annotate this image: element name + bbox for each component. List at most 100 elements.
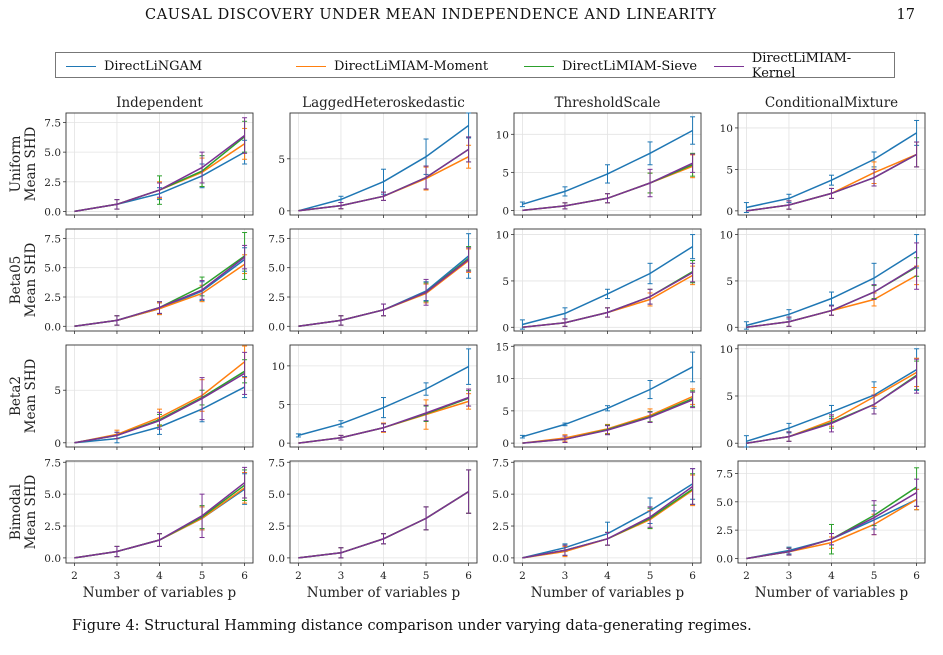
y-tick-label: 7.5 bbox=[44, 117, 61, 129]
y-tick-label: 2.5 bbox=[716, 525, 733, 537]
y-tick-label: 2.5 bbox=[44, 177, 61, 189]
y-tick-label: 10 bbox=[272, 361, 285, 373]
y-tick-label: 0 bbox=[726, 438, 733, 450]
series-line-directlimiam-kernel bbox=[746, 492, 917, 560]
y-axis-label: Mean SHD bbox=[23, 474, 39, 549]
x-tick-label: 2 bbox=[71, 570, 78, 582]
y-tick-label: 5 bbox=[278, 400, 285, 412]
panel-bimodal-independent: 0.0 2.5 5.0 7.5 2 3 4 5 6 bbox=[44, 457, 254, 582]
row-label: Bimodal Mean SHD bbox=[8, 474, 39, 549]
x-tick-label: 3 bbox=[338, 570, 345, 582]
panel-bimodal-conditionalmixture: 0.0 2.5 5.0 7.5 2 3 4 5 6 bbox=[716, 460, 926, 582]
series-line-directlingam bbox=[522, 366, 693, 438]
series-line-directlingam bbox=[522, 129, 693, 206]
row-label: Beta2 Mean SHD bbox=[8, 358, 39, 433]
series-line-directlimiam-kernel bbox=[746, 375, 918, 444]
figure-caption: Figure 4: Structural Hamming distance co… bbox=[72, 618, 752, 634]
running-title: CAUSAL DISCOVERY UNDER MEAN INDEPENDENCE… bbox=[145, 7, 717, 23]
y-tick-label: 5 bbox=[278, 154, 285, 166]
legend-swatch bbox=[714, 65, 744, 67]
row-label: Uniform Mean SHD bbox=[8, 126, 39, 201]
x-tick-label: 5 bbox=[423, 570, 430, 582]
series-line-directlimiam-kernel bbox=[522, 271, 693, 329]
x-tick-label: 4 bbox=[156, 570, 163, 582]
legend-swatch bbox=[524, 65, 554, 67]
row-name: Uniform bbox=[8, 135, 24, 192]
series-line-directlimiam-kernel bbox=[298, 148, 470, 212]
y-tick-label: 7.5 bbox=[268, 233, 285, 245]
y-tick-label: 7.5 bbox=[44, 233, 61, 245]
panel-uniform-thresholdscale: 0 5 10 bbox=[496, 112, 702, 218]
series-line-directlimiam-kernel bbox=[746, 153, 917, 212]
series-line-directlingam bbox=[746, 368, 917, 443]
x-tick-label: 3 bbox=[562, 570, 569, 582]
x-tick-label: 2 bbox=[519, 570, 526, 582]
panel-beta2-independent: 05 bbox=[54, 344, 254, 450]
y-tick-label: 5.0 bbox=[44, 147, 61, 159]
series-line-directlingam bbox=[746, 250, 917, 327]
panel-bimodal-thresholdscale: 0.0 2.5 5.0 7.5 2 3 4 5 6 bbox=[492, 457, 702, 582]
x-tick-label: 4 bbox=[828, 570, 835, 582]
panel-bimodal-laggedheteroskedastic: 0.0 2.5 5.0 7.5 2 3 4 5 6 bbox=[268, 457, 478, 582]
series-line-directlimiam-kernel bbox=[298, 490, 469, 559]
x-tick-label: 2 bbox=[295, 570, 302, 582]
legend-item-kernel: DirectLiMIAM-Kernel bbox=[714, 51, 894, 81]
series-line-directlimiam-kernel bbox=[746, 265, 917, 329]
chart-legend: DirectLiNGAM DirectLiMIAM-Moment DirectL… bbox=[55, 51, 895, 81]
y-tick-label: 0.0 bbox=[44, 321, 61, 333]
legend-item-sieve: DirectLiMIAM-Sieve bbox=[524, 57, 697, 75]
series-line-directlimiam-kernel bbox=[298, 258, 470, 328]
series-line-directlimiam-kernel bbox=[522, 162, 693, 212]
y-tick-label: 5 bbox=[502, 276, 509, 288]
y-tick-label: 5.0 bbox=[44, 489, 61, 501]
legend-label: DirectLiMIAM-Sieve bbox=[562, 58, 698, 74]
legend-label: DirectLiMIAM-Moment bbox=[334, 58, 489, 74]
y-tick-label: 2.5 bbox=[44, 292, 61, 304]
panel-uniform-independent: 0.0 2.5 5.0 7.5 bbox=[44, 112, 254, 218]
x-axis-label: Number of variables p bbox=[531, 585, 684, 601]
series-line-directlimiam-kernel bbox=[522, 399, 693, 444]
column-title: ConditionalMixture bbox=[765, 95, 898, 111]
y-tick-label: 7.5 bbox=[44, 457, 61, 469]
panel-uniform-laggedheteroskedastic: 05 bbox=[278, 112, 478, 218]
y-tick-label: 0 bbox=[278, 206, 285, 218]
x-tick-label: 6 bbox=[465, 570, 472, 582]
y-tick-label: 0 bbox=[726, 322, 733, 334]
y-axis-label: Mean SHD bbox=[23, 242, 39, 317]
column-title: LaggedHeteroskedastic bbox=[302, 95, 465, 111]
y-tick-label: 2.5 bbox=[44, 521, 61, 533]
y-tick-label: 5.0 bbox=[268, 489, 285, 501]
panel-beta05-laggedheteroskedastic: 0.0 2.5 5.0 7.5 bbox=[268, 228, 478, 334]
series-line-directlimiam-kernel bbox=[74, 482, 246, 559]
series-line-directlingam bbox=[298, 365, 469, 437]
series-line-directlimiam-kernel bbox=[74, 256, 246, 328]
y-tick-label: 0 bbox=[502, 322, 509, 334]
panel-beta2-conditionalmixture: 0 5 10 bbox=[720, 344, 926, 450]
column-title: ThresholdScale bbox=[554, 95, 660, 111]
panel-beta05-independent: 0.0 2.5 5.0 7.5 bbox=[44, 228, 254, 334]
column-title: Independent bbox=[116, 95, 203, 111]
y-tick-label: 7.5 bbox=[492, 457, 509, 469]
y-axis-label: Mean SHD bbox=[23, 126, 39, 201]
x-tick-label: 6 bbox=[241, 570, 248, 582]
y-tick-label: 5 bbox=[726, 391, 733, 403]
x-tick-label: 3 bbox=[786, 570, 793, 582]
y-tick-label: 5.0 bbox=[492, 489, 509, 501]
panel-beta2-thresholdscale: 0 5 10 15 bbox=[496, 341, 702, 450]
y-tick-label: 2.5 bbox=[268, 521, 285, 533]
x-axis-label: Number of variables p bbox=[83, 585, 236, 601]
series-line-directlimiam-kernel bbox=[74, 372, 245, 444]
x-tick-label: 5 bbox=[647, 570, 654, 582]
x-tick-label: 2 bbox=[743, 570, 750, 582]
y-tick-label: 0.0 bbox=[268, 321, 285, 333]
y-tick-label: 10 bbox=[496, 129, 509, 141]
y-tick-label: 10 bbox=[496, 230, 509, 242]
y-tick-label: 5.0 bbox=[716, 497, 733, 509]
y-tick-label: 0.0 bbox=[268, 553, 285, 565]
y-tick-label: 7.5 bbox=[268, 457, 285, 469]
row-name: Bimodal bbox=[8, 484, 24, 540]
legend-item-moment: DirectLiMIAM-Moment bbox=[296, 57, 488, 75]
y-tick-label: 5 bbox=[502, 167, 509, 179]
y-tick-label: 0 bbox=[278, 438, 285, 450]
